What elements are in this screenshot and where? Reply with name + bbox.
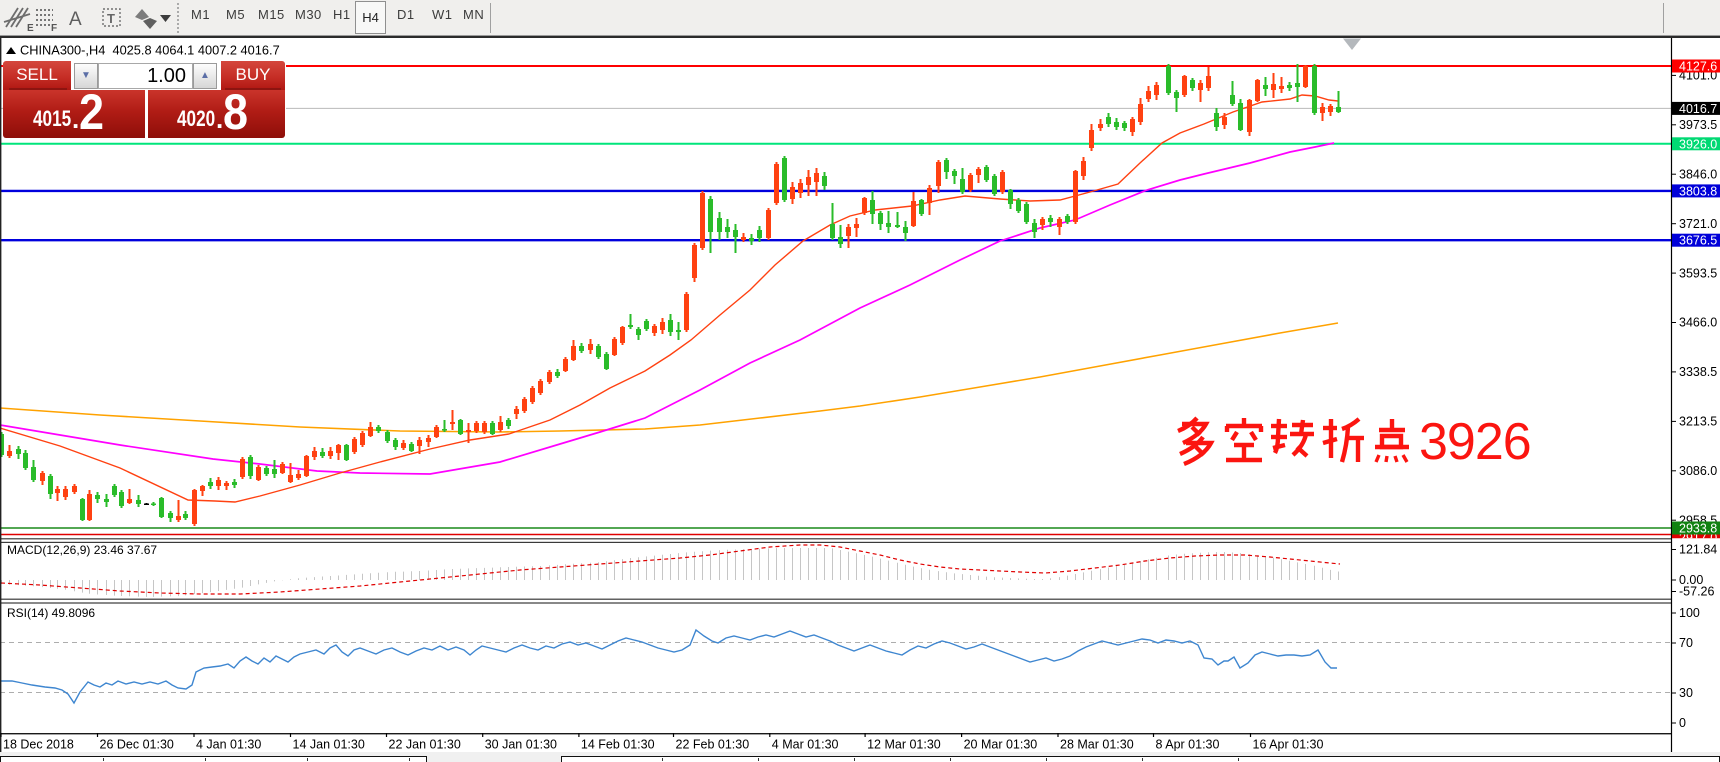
svg-text:22 Feb 01:30: 22 Feb 01:30 [676,738,750,752]
svg-text:4 Mar 01:30: 4 Mar 01:30 [772,738,839,752]
svg-text:CHINA300-,H4 4025.8 4064.1 40: CHINA300-,H4 4025.8 4064.1 4007.2 4016.7 [20,43,280,58]
svg-text:14 Feb 01:30: 14 Feb 01:30 [581,738,655,752]
svg-text:RSI(14) 49.8096: RSI(14) 49.8096 [7,606,95,620]
svg-text:30 Jan 01:30: 30 Jan 01:30 [485,738,557,752]
svg-text:0: 0 [1679,716,1686,730]
svg-text:28 Mar 01:30: 28 Mar 01:30 [1060,738,1134,752]
svg-text:3846.0: 3846.0 [1679,167,1717,181]
svg-text:-57.26: -57.26 [1679,585,1714,599]
svg-text:12 Mar 01:30: 12 Mar 01:30 [867,738,941,752]
svg-text:3676.5: 3676.5 [1679,234,1717,248]
svg-text:20 Mar 01:30: 20 Mar 01:30 [964,738,1038,752]
svg-text:3593.5: 3593.5 [1679,266,1717,280]
svg-text:3338.5: 3338.5 [1679,365,1717,379]
svg-text:14 Jan 01:30: 14 Jan 01:30 [293,738,365,752]
svg-text:22 Jan 01:30: 22 Jan 01:30 [389,738,461,752]
svg-text:2917.0: 2917.0 [1679,531,1717,545]
svg-text:8 Apr 01:30: 8 Apr 01:30 [1156,738,1220,752]
svg-text:3926: 3926 [1419,413,1531,471]
svg-text:0.00: 0.00 [1679,573,1703,587]
svg-text:2933.8: 2933.8 [1679,522,1717,536]
svg-text:3466.0: 3466.0 [1679,316,1717,330]
svg-text:16 Apr 01:30: 16 Apr 01:30 [1253,738,1324,752]
svg-text:3803.8: 3803.8 [1679,184,1717,198]
svg-text:F: F [51,23,57,34]
svg-text:121.84: 121.84 [1679,543,1717,557]
svg-text:4 Jan 01:30: 4 Jan 01:30 [196,738,261,752]
svg-text:3721.0: 3721.0 [1679,217,1717,231]
svg-text:T: T [107,11,115,26]
svg-text:4127.6: 4127.6 [1679,60,1717,74]
svg-text:4016.7: 4016.7 [1679,102,1717,116]
svg-text:E: E [27,23,34,34]
svg-text:A: A [69,9,82,30]
svg-text:70: 70 [1679,636,1693,650]
svg-text:18 Dec 2018: 18 Dec 2018 [3,738,74,752]
svg-text:MACD(12,26,9) 23.46 37.67: MACD(12,26,9) 23.46 37.67 [7,543,157,557]
svg-text:30: 30 [1679,686,1693,700]
svg-text:26 Dec 01:30: 26 Dec 01:30 [100,738,174,752]
svg-text:100: 100 [1679,606,1700,620]
svg-text:3926.0: 3926.0 [1679,137,1717,151]
svg-text:3086.0: 3086.0 [1679,464,1717,478]
svg-text:3973.5: 3973.5 [1679,118,1717,132]
svg-text:3213.5: 3213.5 [1679,415,1717,429]
